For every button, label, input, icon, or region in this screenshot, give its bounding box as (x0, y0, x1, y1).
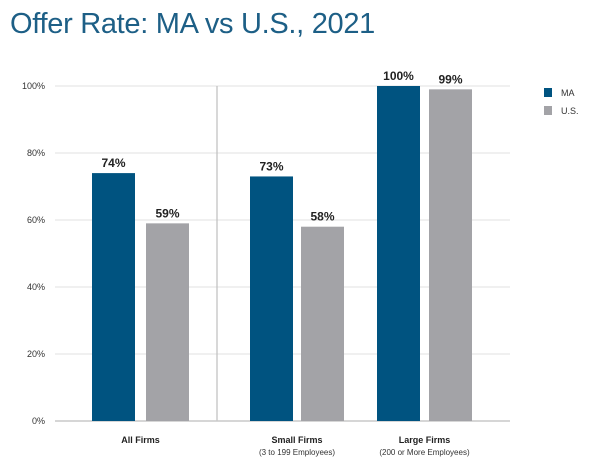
data-label: 74% (101, 156, 125, 170)
y-tick-label: 40% (27, 282, 45, 292)
chart-title: Offer Rate: MA vs U.S., 2021 (10, 8, 376, 40)
bar-ma-2 (377, 86, 420, 421)
data-label: 59% (155, 206, 179, 220)
data-label: 58% (310, 210, 334, 224)
legend-label: MA (561, 88, 575, 98)
bar-ma-0 (92, 173, 135, 421)
data-label: 100% (383, 69, 414, 83)
bar-ma-1 (250, 176, 293, 421)
x-category-label: Large Firms (399, 435, 451, 445)
y-tick-label: 80% (27, 148, 45, 158)
bar-us-1 (301, 226, 344, 421)
data-label: 99% (438, 72, 462, 86)
bar-us-0 (146, 223, 189, 421)
legend-swatch (544, 88, 552, 97)
legend-swatch (544, 106, 552, 115)
y-tick-label: 0% (32, 416, 45, 426)
y-tick-label: 60% (27, 215, 45, 225)
x-category-sublabel: (3 to 199 Employees) (259, 448, 335, 457)
y-tick-label: 20% (27, 349, 45, 359)
x-category-label: All Firms (121, 435, 160, 445)
y-tick-label: 100% (22, 81, 45, 91)
x-category-label: Small Firms (271, 435, 322, 445)
data-label: 73% (259, 159, 283, 173)
x-category-sublabel: (200 or More Employees) (379, 448, 470, 457)
bar-us-2 (429, 89, 472, 421)
legend-label: U.S. (561, 106, 579, 116)
